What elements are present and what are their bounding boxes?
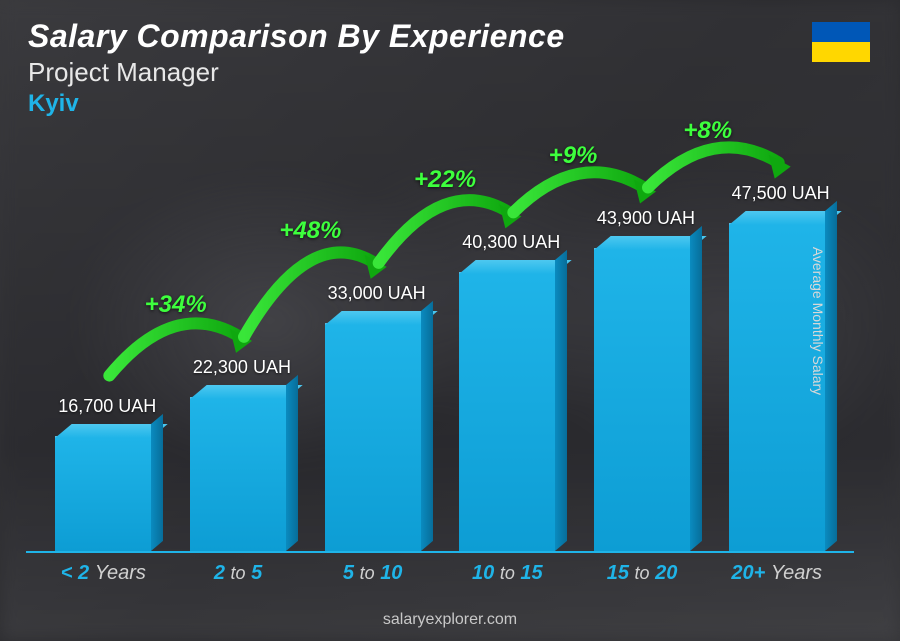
footer-attribution: salaryexplorer.com [0, 611, 900, 629]
chart-area: 16,700 UAH22,300 UAH33,000 UAH40,300 UAH… [36, 130, 844, 585]
flag-ukraine [812, 22, 870, 62]
increment-pct-4: +8% [683, 117, 732, 145]
flag-bottom-stripe [812, 42, 870, 62]
location: Kyiv [28, 90, 565, 118]
subtitle: Project Manager [28, 57, 565, 88]
flag-top-stripe [812, 22, 870, 42]
yaxis-label: Average Monthly Salary [810, 246, 826, 394]
increment-arrow-4 [36, 130, 844, 585]
header: Salary Comparison By Experience Project … [28, 18, 565, 118]
page-title: Salary Comparison By Experience [28, 18, 565, 55]
